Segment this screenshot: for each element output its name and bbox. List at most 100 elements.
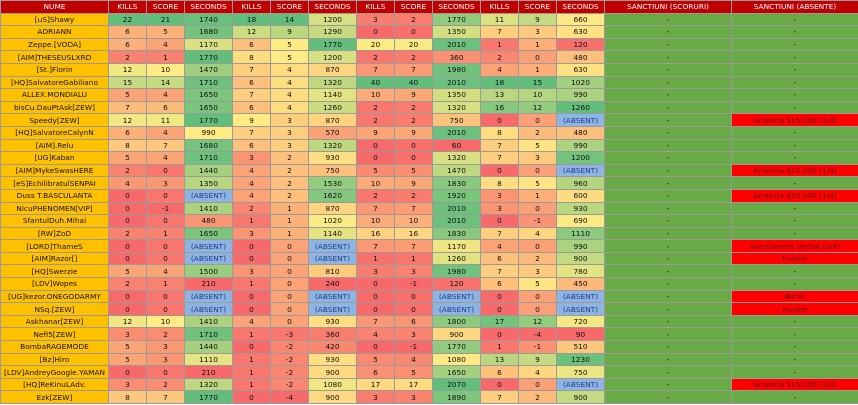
stat-cell: 2 bbox=[480, 50, 519, 64]
stat-cell: 900 bbox=[308, 390, 357, 404]
stat-cell: 16 bbox=[394, 226, 433, 241]
stat-cell: 1470 bbox=[432, 163, 481, 178]
stat-cell: 1140 bbox=[308, 88, 357, 102]
stat-cell: 1770 bbox=[184, 390, 233, 404]
sanction-cell: - bbox=[604, 125, 732, 140]
stat-cell: 0 bbox=[394, 25, 433, 39]
sanction-cell: - bbox=[604, 314, 732, 329]
stat-cell: 2 bbox=[108, 163, 147, 178]
stat-cell: 870 bbox=[308, 62, 357, 77]
stat-cell: 5 bbox=[108, 264, 147, 279]
stat-cell: 1 bbox=[394, 251, 433, 266]
stat-cell: 0 bbox=[232, 289, 271, 304]
stat-cell: 5 bbox=[394, 365, 433, 379]
sanction-cell: - bbox=[604, 377, 732, 392]
player-row: Nefi5[ZEW] 3 2 1710 1 -3 360 4 3 900 0 -4 90- - bbox=[0, 327, 858, 342]
stat-cell: 0 bbox=[394, 151, 433, 165]
stat-cell: 60 bbox=[432, 138, 481, 153]
stat-cell: 990 bbox=[184, 125, 233, 140]
stat-cell: 2 bbox=[356, 188, 395, 203]
sanction-cell: - bbox=[604, 302, 732, 316]
stat-cell: 0 bbox=[146, 163, 185, 178]
sanction-cell: - bbox=[604, 37, 732, 52]
stat-cell: 5 bbox=[270, 37, 309, 52]
stat-cell: 9 bbox=[270, 25, 309, 39]
stat-cell: 1 bbox=[232, 365, 271, 379]
stat-cell: 0 bbox=[394, 138, 433, 153]
stat-cell: 1110 bbox=[184, 352, 233, 367]
stat-cell: 3 bbox=[108, 327, 147, 342]
stat-cell: 4 bbox=[270, 88, 309, 102]
stat-cell: 9 bbox=[356, 125, 395, 140]
stat-cell: 2010 bbox=[432, 214, 481, 228]
stat-cell: 750 bbox=[308, 163, 357, 178]
player-name: [HQ]SalvatoreGabiliano bbox=[0, 75, 109, 90]
stat-cell: 0 bbox=[518, 201, 557, 216]
stat-cell: 17 bbox=[394, 377, 433, 392]
stat-cell: 3 bbox=[270, 125, 309, 140]
sanction-cell: - bbox=[731, 314, 858, 329]
sanction-cell: - bbox=[604, 12, 732, 27]
stat-cell: 240 bbox=[308, 277, 357, 291]
stat-cell: 7 bbox=[480, 226, 519, 241]
player-row: [Bz]Hiro 5 3 1110 1 -2 930 5 4 1080 13 9 1230- - bbox=[0, 352, 858, 367]
stat-cell: 2 bbox=[270, 188, 309, 203]
stat-cell: 420 bbox=[308, 340, 357, 354]
stat-cell: 0 bbox=[356, 289, 395, 304]
stat-cell: 1320 bbox=[432, 100, 481, 115]
player-row: ALLEX.MONDIALU 5 4 1650 7 4 1140 10 9 1350 13 10 990… bbox=[0, 88, 858, 102]
stat-cell: 4 bbox=[518, 365, 557, 379]
stat-cell: 360 bbox=[308, 327, 357, 342]
stat-cell: 900 bbox=[308, 365, 357, 379]
sanction-cell: - bbox=[731, 176, 858, 190]
stat-cell: 0 bbox=[146, 365, 185, 379]
player-name: Nefi5[ZEW] bbox=[0, 327, 109, 342]
stat-cell: 7 bbox=[146, 390, 185, 404]
stat-cell: 930 bbox=[308, 314, 357, 329]
player-row: BombaRAGEMODE 5 3 1440 0 -2 420 0 -1 1770 1 -1 510- - bbox=[0, 340, 858, 354]
player-name: [St.]Florin bbox=[0, 62, 109, 77]
stat-cell: 2010 bbox=[432, 125, 481, 140]
stat-cell: 0 bbox=[356, 277, 395, 291]
stat-cell: 0 bbox=[108, 251, 147, 266]
stat-cell: 990 bbox=[556, 88, 605, 102]
column-header: NUME bbox=[0, 0, 109, 14]
stat-cell: 7 bbox=[108, 100, 147, 115]
stat-cell: 10 bbox=[518, 88, 557, 102]
stat-cell: 0 bbox=[480, 302, 519, 316]
stat-cell: 4 bbox=[146, 264, 185, 279]
stat-cell: 6 bbox=[108, 125, 147, 140]
stat-cell: 870 bbox=[308, 113, 357, 127]
column-header: SCORE bbox=[394, 0, 433, 14]
sanction-cell: Invoire bbox=[731, 302, 858, 316]
stat-cell: 8 bbox=[108, 138, 147, 153]
player-row: Zeppe.[VODA] 6 4 1170 6 5 1770 20 20 2010 1 1 120- - bbox=[0, 37, 858, 52]
column-header: SECONDS bbox=[556, 0, 605, 14]
stat-cell: 1680 bbox=[184, 138, 233, 153]
stat-cell: 2 bbox=[394, 113, 433, 127]
stat-cell: 7 bbox=[480, 138, 519, 153]
player-row: SfantulDuh.Mihai 0 0 480 1 1 1020 10 10 2010 0 -1 69… bbox=[0, 214, 858, 228]
stat-cell: 17 bbox=[480, 314, 519, 329]
stat-cell: -2 bbox=[270, 352, 309, 367]
sanction-cell: - bbox=[604, 201, 732, 216]
column-header: SECONDS bbox=[184, 0, 233, 14]
sanction-cell: - bbox=[604, 62, 732, 77]
stat-cell: 0 bbox=[518, 113, 557, 127]
stat-cell: 210 bbox=[184, 365, 233, 379]
stat-cell: 17 bbox=[356, 377, 395, 392]
stat-cell: -1 bbox=[518, 214, 557, 228]
player-name: [AIM]Razor[] bbox=[0, 251, 109, 266]
stat-cell: 0 bbox=[146, 239, 185, 253]
stat-cell: 1710 bbox=[184, 327, 233, 342]
absent-cell: (ABSENT) bbox=[556, 377, 605, 392]
stat-cell: 3 bbox=[146, 176, 185, 190]
stat-cell: 2 bbox=[108, 226, 147, 241]
stat-cell: 1710 bbox=[184, 75, 233, 90]
sanction-cell: - bbox=[731, 88, 858, 102]
stat-cell: -1 bbox=[518, 340, 557, 354]
stat-cell: 1680 bbox=[184, 25, 233, 39]
stat-cell: 3 bbox=[232, 151, 271, 165]
stat-cell: 15 bbox=[108, 75, 147, 90]
sanction-cell: - bbox=[731, 151, 858, 165]
